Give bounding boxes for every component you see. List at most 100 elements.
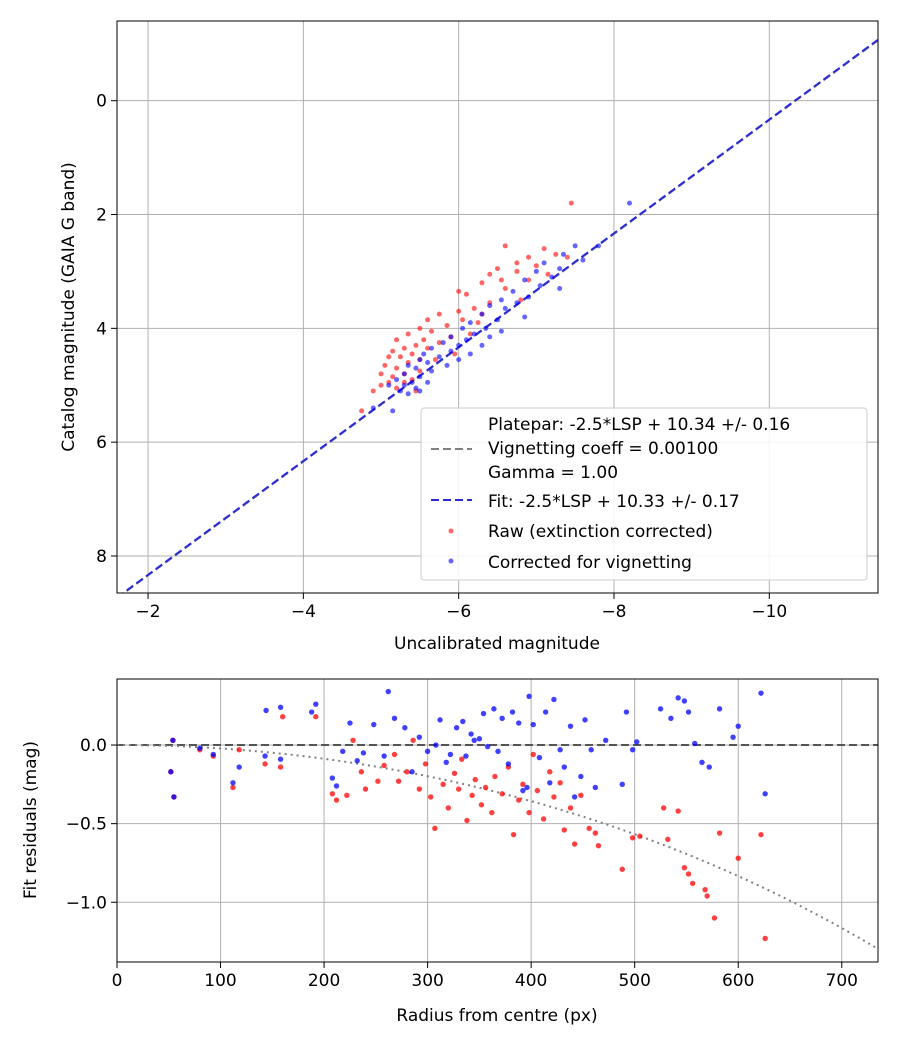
scatter-point [416, 786, 423, 792]
scatter-point [549, 274, 555, 280]
scatter-point [471, 331, 477, 337]
scatter-point [540, 816, 547, 822]
scatter-point [390, 374, 396, 380]
scatter-point [502, 243, 508, 249]
scatter-point [567, 723, 574, 729]
scatter-point [395, 778, 402, 784]
reference-line [117, 744, 878, 950]
scatter-point [391, 751, 398, 758]
scatter-point [394, 365, 400, 371]
scatter-point [313, 714, 319, 720]
scatter-point [568, 200, 574, 206]
scatter-point [459, 756, 465, 762]
x-tick-label: −2 [136, 602, 161, 622]
scatter-point [533, 263, 539, 269]
scatter-point [425, 359, 431, 365]
scatter-point [498, 277, 504, 283]
scatter-point [476, 736, 483, 742]
scatter-point [456, 342, 462, 348]
scatter-point [702, 886, 708, 893]
scatter-point [230, 780, 236, 786]
scatter-point [681, 698, 688, 704]
scatter-point [547, 769, 553, 775]
scatter-point [592, 784, 599, 791]
scatter-point [592, 830, 599, 836]
scatter-point [333, 783, 340, 789]
bottom-y-axis-label: Fit residuals (mag) [21, 741, 41, 899]
scatter-point [394, 377, 400, 383]
scatter-point [557, 266, 563, 272]
scatter-point [487, 271, 493, 277]
legend-box [420, 407, 868, 581]
scatter-point [699, 759, 705, 766]
scatter-point [491, 706, 497, 712]
scatter-point [518, 297, 524, 303]
scatter-point [514, 268, 520, 274]
scatter-point [541, 246, 547, 252]
scatter-point [689, 880, 696, 887]
scatter-point [386, 382, 392, 388]
x-tick-label: −6 [446, 602, 471, 622]
scatter-point [483, 325, 489, 331]
scatter-point [758, 831, 764, 838]
scatter-point [436, 311, 442, 317]
scatter-point [716, 830, 723, 836]
scatter-point [520, 781, 526, 788]
scatter-point [495, 748, 501, 755]
scatter-point [479, 342, 485, 348]
x-tick-label: 700 [826, 971, 858, 991]
scatter-point [451, 770, 458, 777]
scatter-point [571, 841, 578, 847]
scatter-point [354, 758, 360, 764]
scatter-point [499, 715, 505, 722]
scatter-point [436, 354, 442, 360]
scatter-point [692, 740, 698, 747]
scatter-point [526, 254, 532, 260]
scatter-point [236, 764, 242, 770]
scatter-point [595, 842, 602, 849]
scatter-point [263, 707, 269, 714]
scatter-point [417, 325, 423, 331]
scatter-point [602, 737, 609, 744]
legend-raw-marker [448, 528, 454, 534]
y-tick-label: 8 [96, 547, 107, 567]
scatter-point [456, 357, 462, 363]
scatter-point [378, 371, 384, 377]
scatter-point [428, 368, 434, 374]
scatter-point [516, 720, 522, 726]
scatter-point [711, 915, 718, 921]
scatter-point [344, 792, 350, 799]
scatter-point [524, 784, 530, 791]
top-legend: Platepar: -2.5*LSP + 10.34 +/- 0.16 Vign… [420, 407, 868, 581]
scatter-point [730, 734, 736, 740]
scatter-point [537, 283, 543, 289]
scatter-point [542, 709, 549, 715]
scatter-point [578, 773, 584, 780]
scatter-point [262, 761, 268, 767]
scatter-point [386, 354, 392, 360]
scatter-point [580, 257, 586, 263]
x-tick-label: −8 [601, 602, 626, 622]
scatter-point [463, 337, 469, 343]
scatter-point [350, 737, 356, 744]
scatter-point [557, 286, 563, 292]
scatter-point [469, 792, 475, 799]
scatter-point [416, 734, 423, 740]
scatter-point [557, 747, 563, 753]
scatter-point [417, 368, 423, 374]
scatter-point [547, 780, 553, 786]
scatter-point [448, 334, 454, 340]
scatter-point [391, 715, 398, 722]
scatter-point [530, 721, 536, 728]
scatter-point [588, 747, 594, 753]
scatter-point [210, 751, 216, 758]
scatter-point [401, 345, 407, 351]
x-tick-label: −4 [291, 602, 316, 622]
scatter-point [534, 787, 541, 794]
scatter-point [230, 784, 236, 791]
scatter-point [421, 337, 427, 343]
scatter-point [381, 762, 387, 769]
scatter-point [375, 778, 381, 784]
y-tick-label: 0.0 [80, 736, 107, 756]
scatter-point [277, 756, 284, 762]
